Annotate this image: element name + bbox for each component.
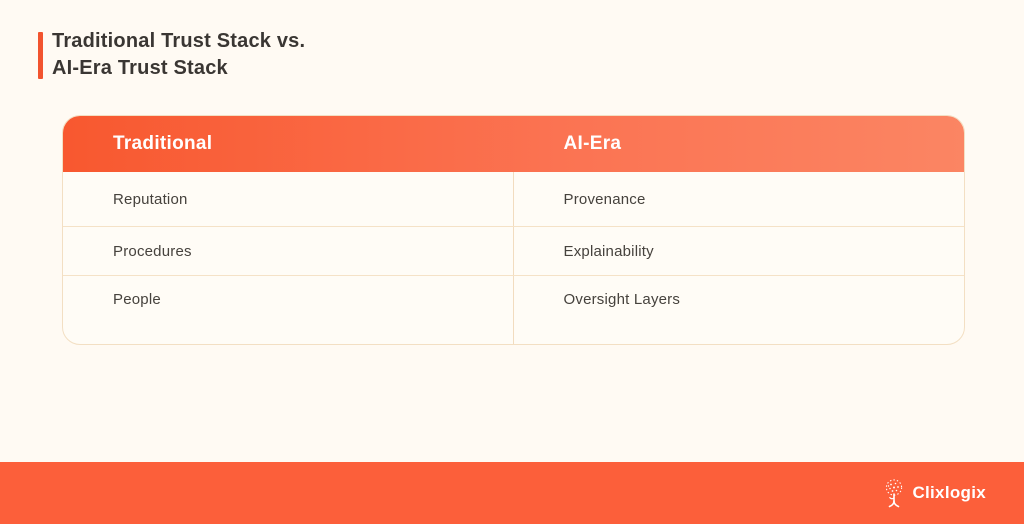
page-title-line1: Traditional Trust Stack vs. [52,30,306,52]
cell-traditional-reputation: Reputation [63,172,514,226]
cell-traditional-procedures: Procedures [63,227,514,275]
title-block: Traditional Trust Stack vs. AI-Era Trust… [38,28,305,82]
tree-icon [882,478,906,508]
brand-name: Clixlogix [912,483,986,502]
footer-band: Clixlogix [0,462,1024,524]
comparison-table: Traditional AI-Era Reputation Provenance… [62,115,965,345]
column-header-traditional: Traditional [113,133,213,154]
table-row: Procedures Explainability [63,226,964,275]
cell-ai-era-provenance: Provenance [563,190,646,208]
page-title: Traditional Trust Stack vs. AI-Era Trust… [52,28,305,82]
column-header-ai-era: AI-Era [563,133,622,154]
cell-ai-era-explainability: Explainability [563,242,654,260]
table-row: People Oversight Layers [63,275,964,344]
page-title-line2: AI-Era Trust Stack [52,57,228,79]
brand-logo: Clixlogix [882,478,986,508]
title-accent-bar [38,32,43,79]
table-row: Reputation Provenance [63,172,964,226]
cell-traditional-people: People [63,276,514,344]
cell-ai-era-oversight-layers: Oversight Layers [563,291,681,308]
table-header-row: Traditional AI-Era [63,116,964,172]
